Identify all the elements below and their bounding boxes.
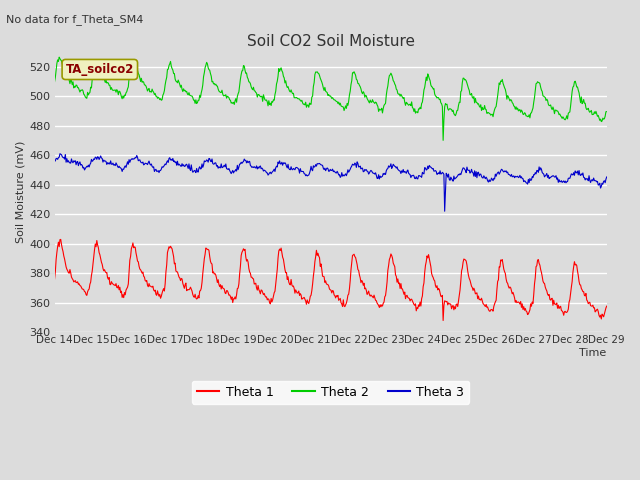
- X-axis label: Time: Time: [579, 348, 607, 358]
- Legend: Theta 1, Theta 2, Theta 3: Theta 1, Theta 2, Theta 3: [192, 381, 469, 404]
- Text: No data for f_Theta_SM4: No data for f_Theta_SM4: [6, 14, 144, 25]
- Text: TA_soilco2: TA_soilco2: [66, 63, 134, 76]
- Title: Soil CO2 Soil Moisture: Soil CO2 Soil Moisture: [246, 34, 415, 49]
- Y-axis label: Soil Moisture (mV): Soil Moisture (mV): [15, 141, 25, 243]
